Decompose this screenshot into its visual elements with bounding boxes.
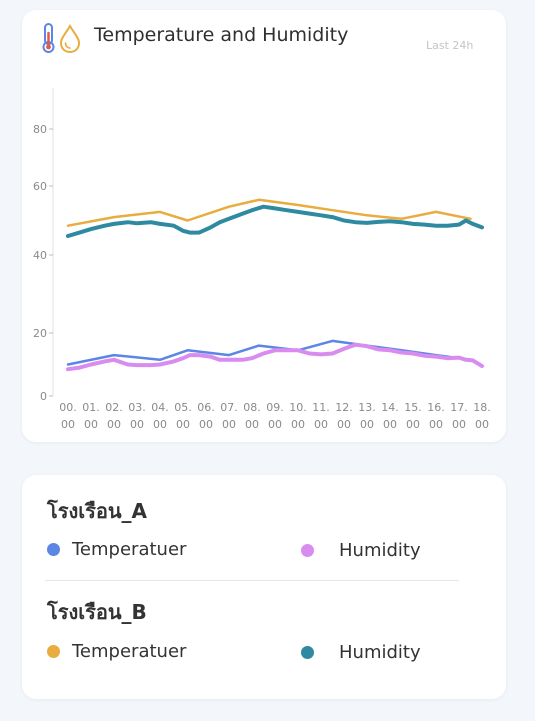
chart-range-label[interactable]: Last 24h [426,39,474,52]
title-icons [42,23,81,54]
legend-label-b-humidity: Humidity [339,642,421,663]
legend-dot-b-humidity [301,646,314,659]
x-tick-label: 01. 00 [82,401,100,431]
x-tick-label: 03. 00 [128,401,146,431]
x-tick-label: 06. 00 [197,401,215,431]
series-lines [66,198,484,372]
legend-divider [45,580,459,581]
legend-item-a-temperature[interactable]: Temperatuer [47,539,186,560]
x-tick-label: 12. 00 [335,401,353,431]
group-title-a: โรงเรือน_A [47,499,147,523]
series-line-b-humidity [66,204,484,238]
x-tick-label: 09. 00 [266,401,284,431]
legend-label-a-humidity: Humidity [339,540,421,561]
legend-dot-b-temperature [47,645,60,658]
legend-label-a-temperature: Temperatuer [72,539,187,560]
series-line-b-temperature [66,198,472,227]
legend-dot-a-humidity [301,544,314,557]
y-tick-label: 80 [33,123,47,136]
legend-item-b-temperature[interactable]: Temperatuer [47,641,186,662]
x-tick-label: 05. 00 [174,401,192,431]
x-tick-label: 00. 00 [59,401,77,431]
y-tick-label: 20 [33,327,47,340]
chart-title: Temperature and Humidity [94,24,349,46]
y-tick-label: 0 [40,390,47,403]
series-line-a-humidity [66,342,484,372]
x-tick-label: 08. 00 [243,401,261,431]
line-chart: 0 20 40 60 80 00. 00 01. 00 02. 00 03. 00 04. 00 05. 00… [33,88,491,431]
legend-card: โรงเรือน_A Temperatuer Humidity โรงเรือน… [22,475,506,699]
x-tick-label: 04. 00 [151,401,169,431]
thermometer-icon [42,23,55,53]
x-tick-label: 10. 00 [289,401,307,431]
x-tick-label: 18. 00 [473,401,491,431]
y-tick-label: 40 [33,249,47,262]
y-axis: 0 20 40 60 80 [33,88,54,403]
droplet-icon [59,23,81,54]
legend-label-b-temperature: Temperatuer [72,641,187,662]
chart-card: Temperature and Humidity Last 24h 0 20 40 6… [22,10,506,442]
x-tick-label: 16. 00 [427,401,445,431]
legend-item-b-humidity[interactable]: Humidity [301,642,421,663]
y-tick-label: 60 [33,180,47,193]
x-axis: 00. 00 01. 00 02. 00 03. 00 04. 00 05. 00 06. 00 07. 00… [59,401,491,431]
x-tick-label: 17. 00 [450,401,468,431]
x-tick-label: 02. 00 [105,401,123,431]
x-tick-label: 11. 00 [312,401,330,431]
x-tick-label: 07. 00 [220,401,238,431]
x-tick-label: 14. 00 [381,401,399,431]
x-tick-label: 15. 00 [404,401,422,431]
legend-item-a-humidity[interactable]: Humidity [301,540,421,561]
group-title-b: โรงเรือน_B [47,600,147,624]
x-tick-label: 13. 00 [358,401,376,431]
legend-dot-a-temperature [47,543,60,556]
